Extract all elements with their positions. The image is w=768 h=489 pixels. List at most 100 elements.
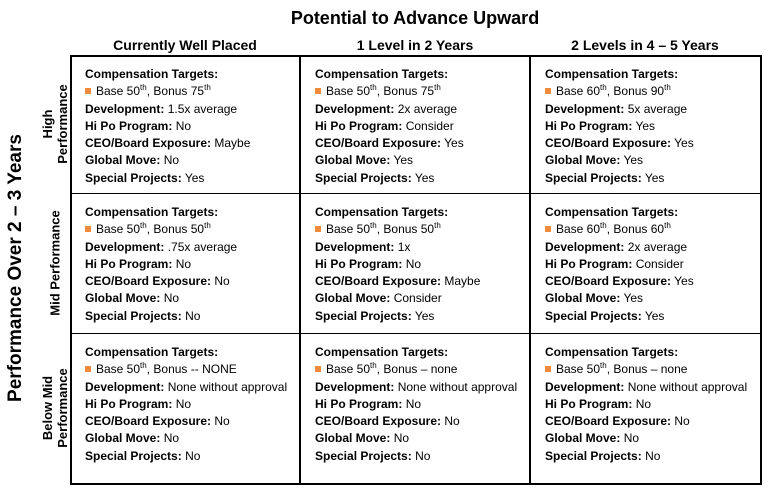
- column-header: 2 Levels in 4 – 5 Years: [571, 37, 719, 53]
- line: Development: .75x average: [85, 239, 237, 256]
- value: Consider: [635, 256, 684, 271]
- line: Development: None without approval: [545, 379, 747, 396]
- label: Development:: [85, 379, 165, 394]
- comp-text: th: [140, 221, 147, 231]
- label: CEO/Board Exposure:: [85, 136, 212, 151]
- comp-text: , Bonus – none: [376, 362, 458, 377]
- line: Compensation Targets:: [85, 344, 287, 361]
- value: 5x average: [627, 101, 688, 116]
- comp-text: Base 50: [96, 84, 141, 99]
- comp-text: Base 50: [96, 362, 141, 377]
- label: CEO/Board Exposure:: [545, 136, 672, 151]
- label: CEO/Board Exposure:: [315, 274, 442, 289]
- line: Development: None without approval: [315, 379, 517, 396]
- value: No: [175, 118, 192, 133]
- value: None without approval: [167, 379, 288, 394]
- line: Compensation Targets:: [85, 204, 237, 221]
- line: Special Projects: Yes: [545, 308, 694, 325]
- cell: Compensation Targets: Base 50th, Bonus – …: [545, 344, 747, 465]
- comp-text: Base 60: [556, 222, 601, 237]
- line: Global Move: No: [85, 152, 250, 169]
- row-axis-title: Performance Over 2 – 3 Years: [5, 134, 26, 402]
- value: No: [405, 396, 422, 411]
- row-header-line: Performance: [55, 84, 70, 164]
- comp-text: Base 60: [556, 84, 601, 99]
- row-header: Below Mid Performance: [40, 368, 70, 447]
- value: None without approval: [397, 379, 518, 394]
- line: Development: 2x average: [315, 101, 464, 118]
- label: CEO/Board Exposure:: [545, 274, 672, 289]
- value: Yes: [644, 308, 665, 323]
- comp-text: th: [370, 83, 377, 93]
- label: Compensation Targets:: [85, 67, 219, 81]
- comp-text: , Bonus 75: [146, 84, 205, 99]
- value: Yes: [674, 274, 694, 289]
- line: Global Move: No: [545, 430, 747, 447]
- line: Development: 2x average: [545, 239, 694, 256]
- comp-text: th: [600, 83, 607, 93]
- line: Compensation Targets:: [545, 66, 694, 83]
- value: Yes: [623, 291, 644, 306]
- line: CEO/Board Exposure: Maybe: [315, 273, 480, 290]
- label: Compensation Targets:: [545, 205, 679, 219]
- comp-text: , Bonus 60: [606, 222, 665, 237]
- label: Special Projects:: [85, 448, 182, 463]
- comp-text: th: [664, 83, 671, 93]
- cell: Compensation Targets: Base 50th, Bonus 75…: [85, 66, 250, 187]
- line: Special Projects: No: [315, 448, 517, 465]
- label: Development:: [545, 239, 625, 254]
- comp-text: th: [140, 361, 147, 371]
- comp-text: th: [664, 221, 671, 231]
- label: Hi Po Program:: [85, 118, 173, 133]
- label: Special Projects:: [85, 170, 182, 185]
- cell: Compensation Targets: Base 60 th, Bonus 60…: [545, 204, 694, 325]
- line: Development: 5x average: [545, 101, 694, 118]
- value: Yes: [414, 308, 435, 323]
- label: Development:: [315, 101, 395, 116]
- cell: Compensation Targets: Base 50th, Bonus --…: [85, 344, 287, 465]
- comp-text: th: [434, 83, 441, 93]
- cell: Compensation Targets: Base 50th, Bonus 75…: [315, 66, 464, 187]
- value: No: [185, 448, 201, 463]
- value: No: [163, 291, 180, 306]
- value: Yes: [393, 153, 414, 168]
- bullet: [85, 226, 91, 233]
- comp-text: Base 50: [556, 362, 601, 377]
- label: Special Projects:: [85, 308, 182, 323]
- line: Base 60th, Bonus 90th: [545, 83, 694, 100]
- value: Yes: [184, 170, 205, 185]
- comp-text: th: [140, 83, 147, 93]
- label: Global Move:: [85, 153, 161, 168]
- label: Hi Po Program:: [85, 256, 173, 271]
- bullet: [315, 366, 321, 373]
- row-header-line: Mid Performance: [47, 210, 63, 316]
- value: Maybe: [214, 136, 251, 151]
- line: CEO/Board Exposure: No: [85, 413, 287, 430]
- column-header: 1 Level in 2 Years: [356, 37, 474, 53]
- value: No: [214, 274, 230, 289]
- line: Hi Po Program: No: [545, 396, 747, 413]
- line: Base 50th, Bonus – none: [315, 361, 517, 378]
- comp-text: Base 50: [96, 222, 141, 237]
- value: None without approval: [627, 379, 748, 394]
- value: 1.5x average: [167, 101, 238, 116]
- bullet: [545, 366, 551, 373]
- bullet: [85, 366, 91, 373]
- comp-text: th: [370, 221, 377, 231]
- comp-text: Base 50: [326, 222, 371, 237]
- comp-text: , Bonus 50: [146, 222, 205, 237]
- comp-text: , Bonus – none: [606, 362, 688, 377]
- label: Hi Po Program:: [545, 118, 633, 133]
- label: Global Move:: [315, 153, 391, 168]
- label: CEO/Board Exposure:: [315, 414, 442, 429]
- comp-text: th: [434, 221, 441, 231]
- cell: Compensation Targets: Base 60th, Bonus 90…: [545, 66, 694, 187]
- grid-frame: [70, 55, 762, 485]
- line: Base 50th, Bonus -- NONE: [85, 361, 287, 378]
- value: Yes: [623, 153, 644, 168]
- label: CEO/Board Exposure:: [85, 274, 212, 289]
- line: CEO/Board Exposure: No: [545, 413, 747, 430]
- row-header-line: High: [40, 109, 55, 139]
- label: Global Move:: [85, 431, 161, 446]
- line: Hi Po Program: Consider: [545, 256, 694, 273]
